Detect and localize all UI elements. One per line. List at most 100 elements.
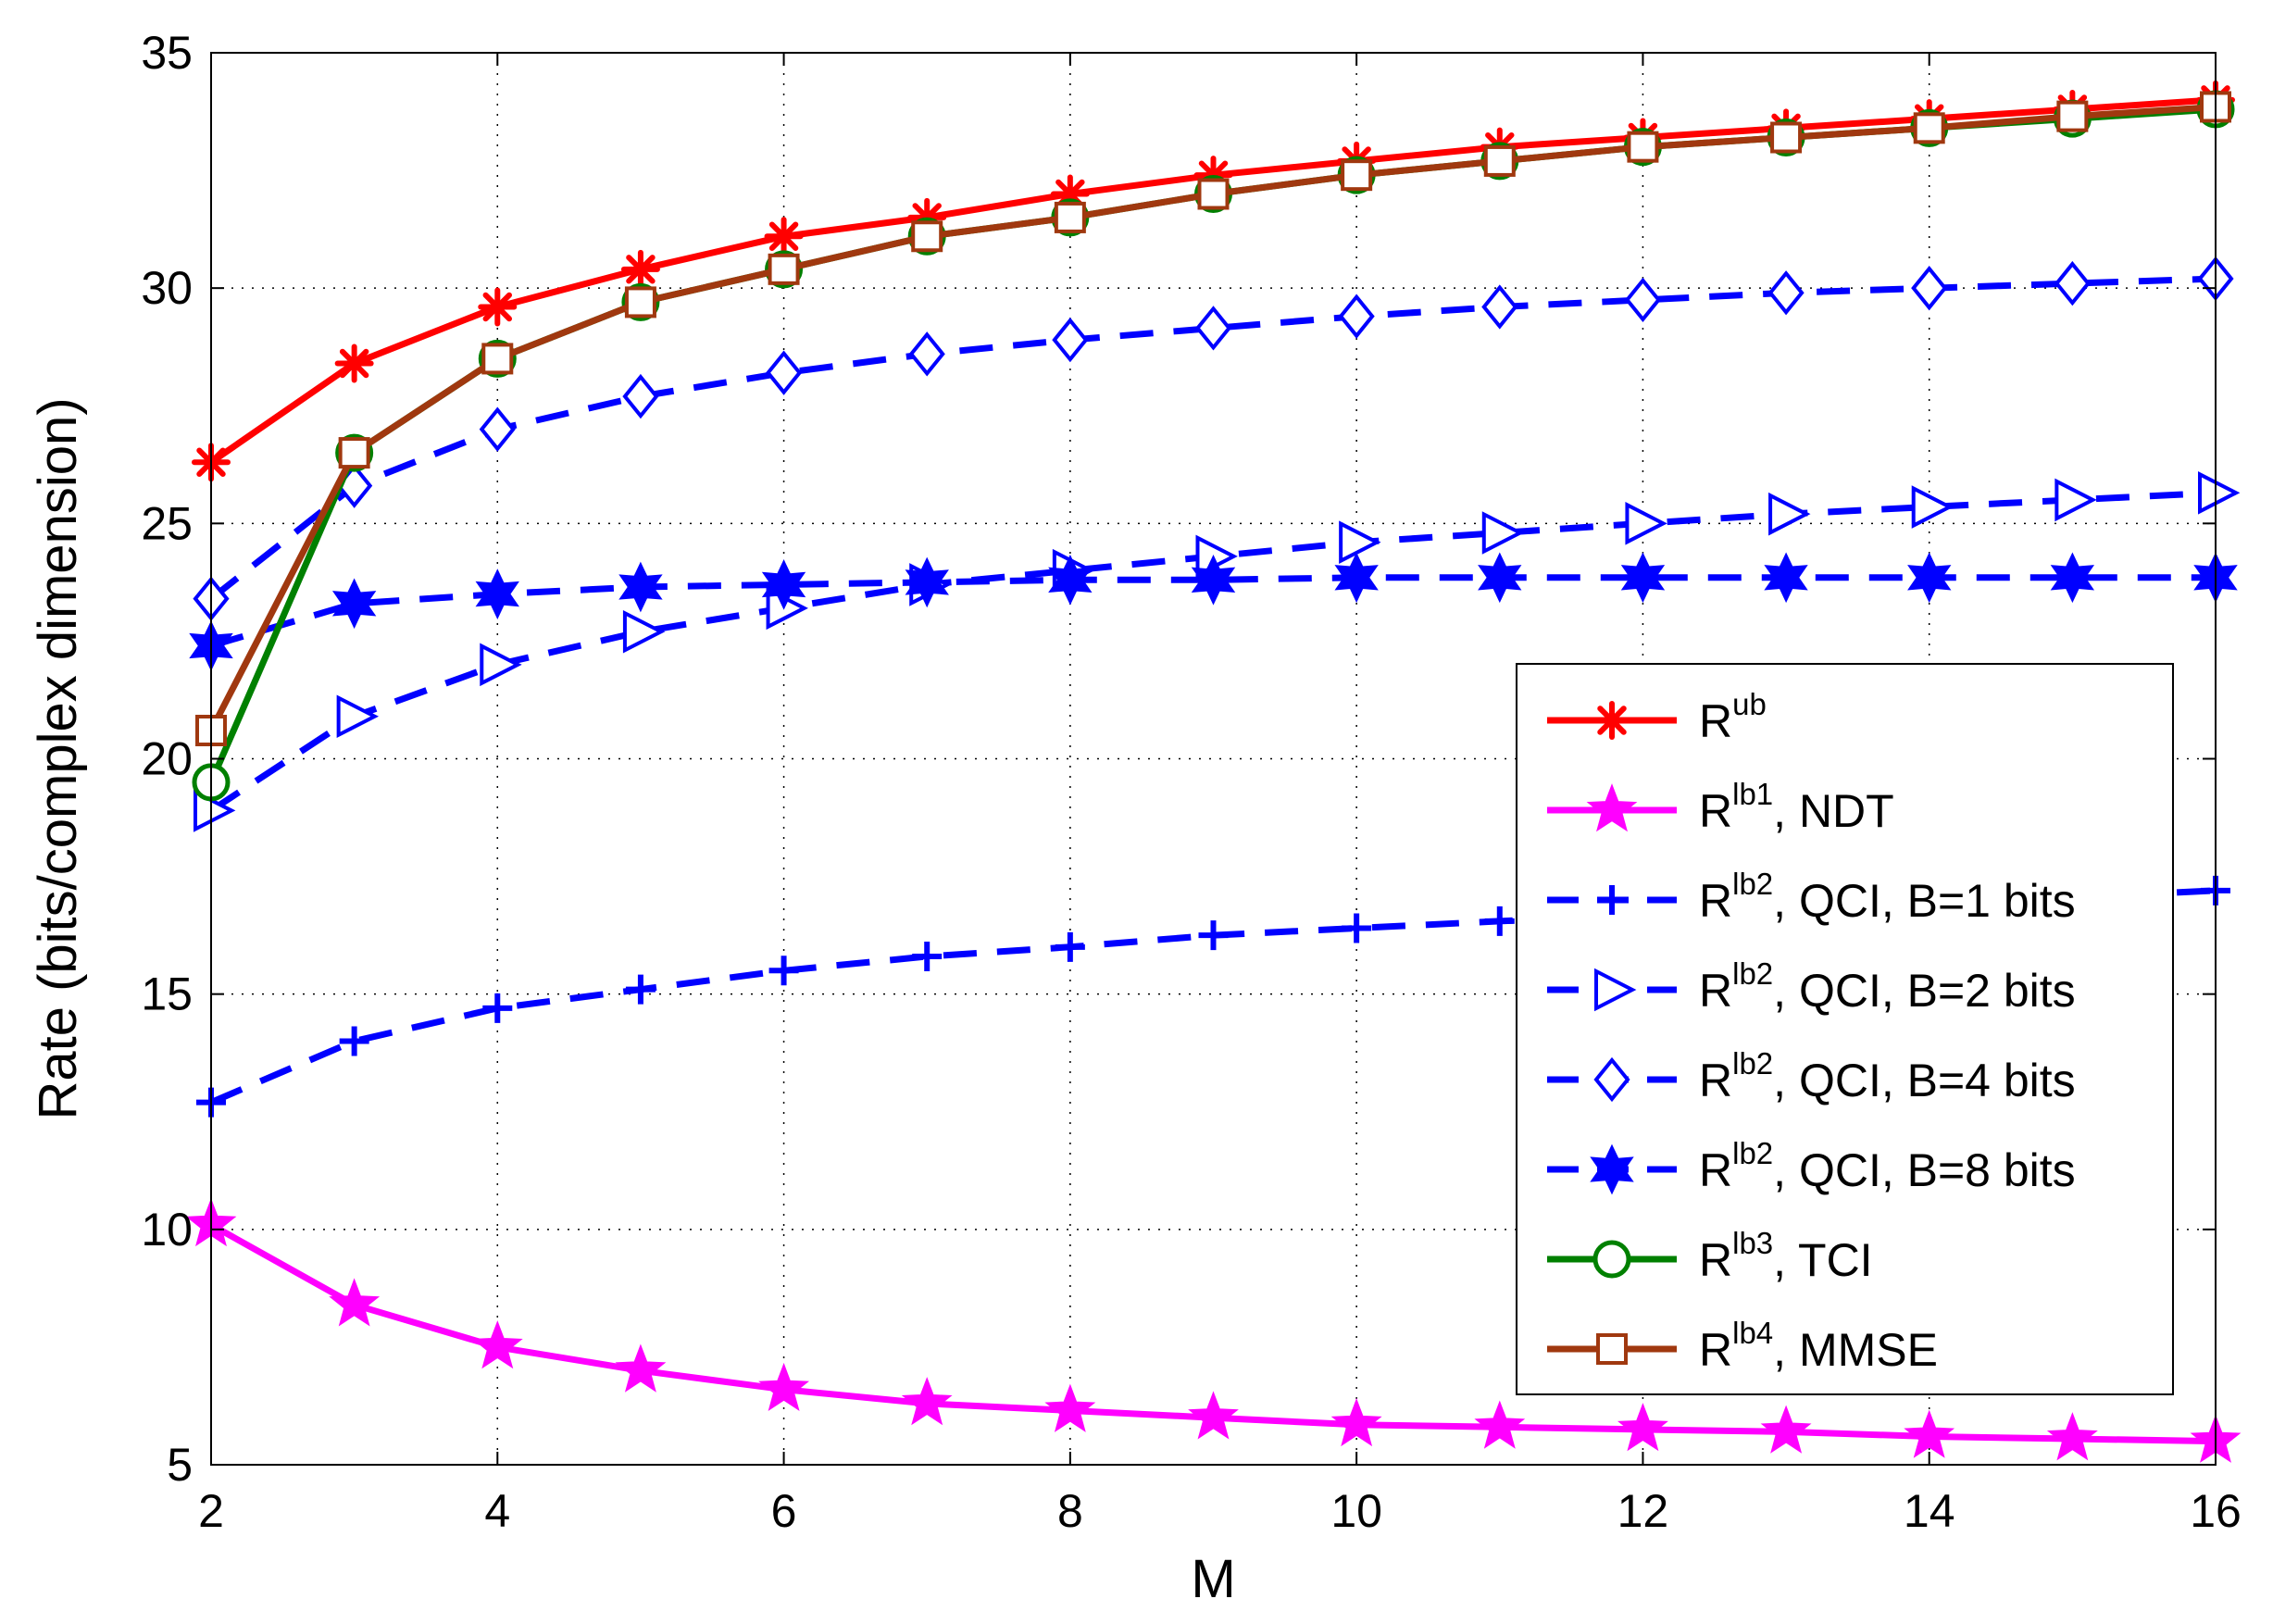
legend-label-main: R: [1699, 785, 1732, 837]
y-tick-label: 25: [141, 497, 193, 549]
legend-label: Rlb2, QCI, B=2 bits: [1699, 956, 2076, 1017]
data-point: [1586, 783, 1638, 832]
data-point: [765, 350, 803, 395]
data-point: [2056, 100, 2089, 132]
legend-label: Rub: [1699, 687, 1767, 747]
data-point: [1197, 178, 1230, 210]
data-point: [1052, 317, 1089, 363]
legend-label-rest: , MMSE: [1773, 1324, 1938, 1376]
y-tick-label: 15: [141, 968, 193, 1020]
legend-label-sup: ub: [1732, 687, 1767, 721]
series-8: [195, 91, 2231, 746]
data-point: [2054, 260, 2091, 306]
data-point: [1592, 701, 1631, 740]
data-point: [480, 643, 522, 687]
legend-label-sup: lb4: [1732, 1316, 1773, 1350]
data-point: [1339, 520, 1381, 564]
legend-label-rest: , TCI: [1773, 1234, 1872, 1286]
legend-entry: Rlb2, QCI, B=1 bits: [1547, 867, 2076, 927]
data-point: [1338, 294, 1375, 339]
data-point: [1911, 485, 1955, 529]
data-point: [471, 1320, 523, 1369]
data-point: [768, 253, 800, 285]
data-point: [1911, 265, 1948, 311]
legend-label-sup: lb2: [1732, 1136, 1773, 1170]
data-point: [624, 286, 656, 319]
y-axis-title: Rate (bits/complex dimension): [28, 397, 88, 1119]
legend-label-sup: lb3: [1732, 1226, 1773, 1260]
data-point: [331, 578, 377, 630]
legend-label-main: R: [1699, 875, 1732, 927]
data-point: [618, 561, 663, 613]
data-point: [1191, 554, 1236, 606]
data-point: [1627, 131, 1659, 163]
data-point: [334, 344, 374, 383]
data-point: [1594, 968, 1637, 1012]
axis-ticks: 2 4 6 8 10 12 14 16 5 10 15 20 25 30 35: [141, 27, 2241, 1537]
legend-label-main: R: [1699, 1055, 1732, 1106]
legend-label-sup: lb2: [1732, 956, 1773, 991]
legend-label: Rlb3, TCI: [1699, 1226, 1873, 1286]
data-point: [911, 220, 943, 253]
x-tick-label: 4: [484, 1485, 510, 1537]
legend-label-rest: , NDT: [1773, 785, 1894, 837]
legend-label-main: R: [1699, 695, 1732, 747]
data-point: [1597, 885, 1627, 915]
legend-label-rest: , QCI, B=1 bits: [1773, 875, 2076, 927]
data-point: [1188, 1391, 1239, 1440]
data-point: [1334, 552, 1379, 604]
data-point: [1904, 1409, 1955, 1458]
data-point: [481, 343, 514, 375]
y-tick-label: 10: [141, 1204, 193, 1255]
data-point: [475, 568, 519, 619]
legend-label-sup: lb1: [1732, 777, 1773, 811]
data-point: [1478, 552, 1522, 604]
legend-entry: Rlb2, QCI, B=4 bits: [1547, 1046, 2076, 1106]
data-point: [1625, 502, 1667, 545]
data-point: [1617, 1403, 1668, 1452]
series-line: [208, 275, 2217, 602]
data-point: [2046, 1412, 2098, 1461]
legend-label: Rlb2, QCI, B=1 bits: [1699, 867, 2076, 927]
data-point: [482, 993, 513, 1023]
data-point: [1044, 1383, 1096, 1432]
x-tick-label: 8: [1057, 1485, 1083, 1537]
data-point: [622, 609, 666, 654]
data-point: [329, 1278, 381, 1327]
data-point: [620, 249, 660, 289]
legend-label-main: R: [1699, 1144, 1732, 1196]
legend-label-main: R: [1699, 965, 1732, 1017]
legend-label-rest: , QCI, B=8 bits: [1773, 1144, 2076, 1196]
data-point: [912, 942, 943, 971]
x-tick-label: 10: [1330, 1485, 1382, 1537]
data-point: [1592, 1240, 1631, 1279]
legend-label: Rlb2, QCI, B=4 bits: [1699, 1046, 2076, 1106]
data-point: [336, 694, 380, 739]
data-point: [1764, 552, 1808, 604]
data-point: [1590, 1143, 1634, 1195]
x-tick-label: 16: [2190, 1485, 2242, 1537]
legend-entry: Rlb2, QCI, B=8 bits: [1547, 1136, 2076, 1196]
data-point: [1341, 159, 1373, 192]
data-point: [622, 373, 659, 419]
x-tick-label: 14: [1904, 1485, 1955, 1537]
legend-entry: Rub: [1547, 687, 1767, 747]
data-point: [1342, 913, 1372, 943]
data-point: [2050, 552, 2095, 604]
legend-label-rest: , QCI, B=2 bits: [1773, 965, 2076, 1017]
data-point: [1593, 1056, 1630, 1103]
data-point: [1760, 1405, 1812, 1454]
data-point: [1767, 270, 1805, 316]
data-point: [615, 1343, 667, 1393]
legend-label-main: R: [1699, 1324, 1732, 1376]
legend-label: Rlb2, QCI, B=8 bits: [1699, 1136, 2076, 1196]
data-point: [338, 437, 370, 469]
data-point: [1194, 306, 1232, 351]
legend-entry: Rlb4, MMSE: [1547, 1316, 1938, 1376]
legend-label-rest: , QCI, B=4 bits: [1773, 1055, 2076, 1106]
x-axis-title: M: [1191, 1549, 1235, 1609]
legend-label-main: R: [1699, 1234, 1732, 1286]
data-point: [2198, 471, 2241, 515]
legend-label-sup: lb2: [1732, 867, 1773, 901]
